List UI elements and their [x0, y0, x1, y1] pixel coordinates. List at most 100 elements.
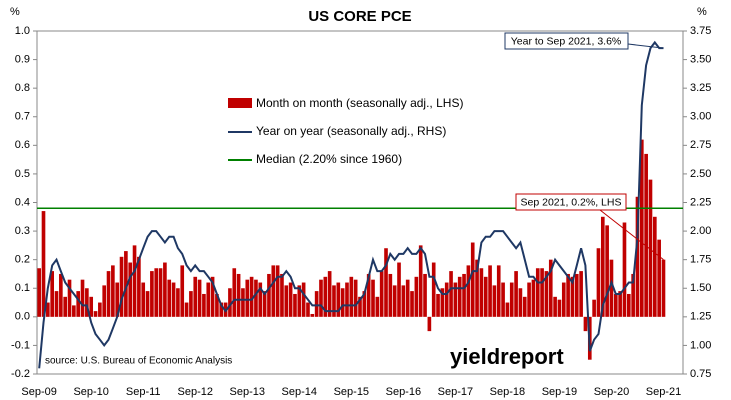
bar [527, 282, 531, 317]
annotation-box [515, 193, 627, 211]
bar [440, 288, 445, 317]
bar [267, 273, 271, 317]
bar [245, 279, 250, 317]
bar [410, 291, 414, 317]
x-tick-label: Sep-18 [490, 386, 525, 398]
bar [470, 242, 475, 317]
bar [505, 302, 510, 317]
bar [457, 276, 462, 317]
y2-tick-label: 1.50 [690, 282, 711, 294]
bar [284, 285, 289, 317]
bar [384, 248, 388, 317]
x-tick-label: Sep-20 [594, 386, 629, 398]
x-tick-label: Sep-19 [542, 386, 577, 398]
annotation: Sep 2021, 0.2%, LHS [521, 196, 622, 208]
bar [63, 296, 68, 317]
bar [566, 273, 570, 317]
bar [258, 282, 263, 317]
bar [180, 265, 185, 317]
bar [314, 291, 319, 317]
bar [427, 316, 432, 332]
bar [85, 288, 89, 317]
bar [41, 211, 46, 317]
bar [93, 311, 98, 317]
y-tick-label: 0.9 [15, 53, 30, 65]
y2-tick-label: 1.00 [690, 339, 711, 351]
bar [59, 273, 63, 317]
y-tick-label: 0.2 [15, 254, 30, 266]
bar [340, 288, 345, 317]
y-unit: % [10, 6, 20, 18]
y2-tick-label: 2.25 [690, 196, 711, 208]
x-tick-label: Sep-11 [126, 386, 161, 398]
bar [518, 288, 523, 317]
y-tick-label: 0.1 [15, 282, 30, 294]
bar [319, 279, 323, 317]
bar [626, 293, 631, 317]
bar [531, 279, 536, 317]
y-tick-label: -0.2 [11, 368, 30, 380]
bar [405, 279, 410, 317]
bar [241, 288, 245, 317]
bar [609, 259, 614, 317]
bar [167, 279, 172, 317]
y-tick-label: 0.4 [15, 196, 30, 208]
bar [631, 273, 635, 317]
bar [418, 245, 423, 317]
bar [154, 268, 159, 317]
x-tick-label: Sep-21 [646, 386, 681, 398]
y2-unit: % [697, 6, 707, 18]
y2-tick-label: 3.50 [690, 53, 711, 65]
bar [379, 271, 384, 317]
y2-tick-label: 3.75 [690, 25, 711, 37]
bar [596, 248, 601, 317]
bar [592, 299, 596, 317]
bar [297, 285, 302, 317]
bar [171, 282, 176, 317]
bar [193, 276, 198, 317]
annotation: Year to Sep 2021, 3.6% [511, 35, 622, 47]
bar [509, 282, 514, 317]
bar [98, 302, 102, 317]
bar [271, 265, 276, 317]
bar [46, 302, 50, 317]
bar [522, 296, 527, 317]
y2-tick-label: 2.75 [690, 139, 711, 151]
bar [50, 271, 54, 317]
y-tick-label: 0.3 [15, 225, 30, 237]
bar [254, 279, 258, 317]
annotation-leader [627, 43, 664, 49]
bar [661, 259, 666, 317]
y2-tick-label: 3.00 [690, 111, 711, 123]
bar [228, 288, 232, 317]
bar [561, 282, 566, 317]
bar [150, 271, 154, 317]
bar [210, 276, 215, 317]
bar [397, 262, 401, 317]
bar [197, 279, 202, 317]
bar [401, 285, 406, 317]
bar [106, 271, 111, 317]
chart-title: US CORE PCE [308, 8, 411, 25]
bar [635, 196, 640, 317]
x-tick-label: Sep-15 [334, 386, 369, 398]
bar [236, 273, 241, 317]
y2-tick-label: 0.75 [690, 368, 711, 380]
bar [67, 279, 72, 317]
x-tick-label: Sep-13 [230, 386, 265, 398]
bar [137, 256, 141, 317]
bar [332, 285, 336, 317]
bar [310, 313, 315, 317]
y2-tick-label: 1.25 [690, 311, 711, 323]
bar [444, 282, 449, 317]
bar [540, 268, 544, 317]
bar [72, 305, 76, 317]
bar [262, 291, 267, 317]
bar [362, 291, 367, 317]
bar [345, 282, 349, 317]
bar [496, 265, 501, 317]
annotation-leader [599, 209, 664, 261]
legend-label: Month on month (seasonally adj., LHS) [256, 96, 463, 110]
y-tick-label: 0.0 [15, 311, 30, 323]
